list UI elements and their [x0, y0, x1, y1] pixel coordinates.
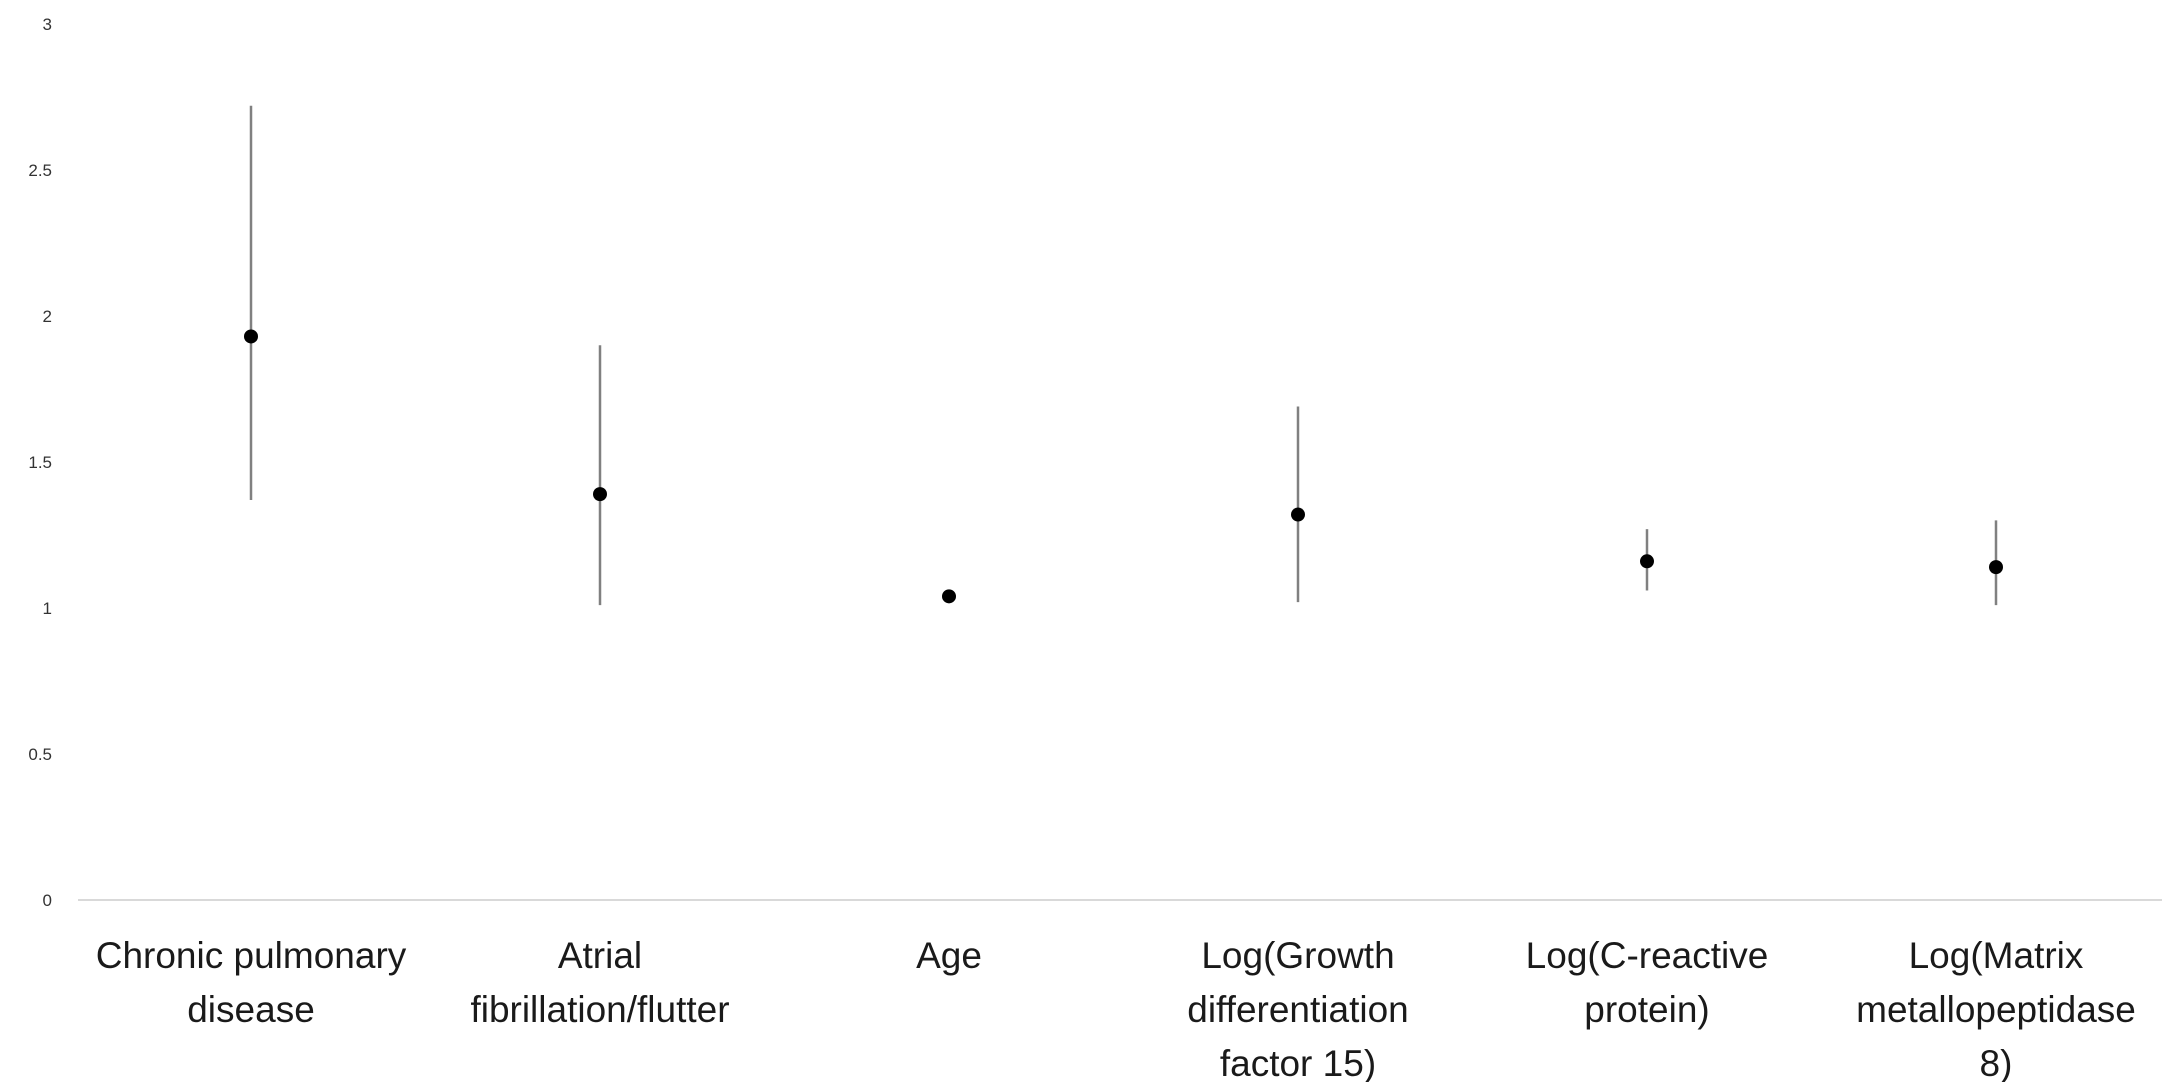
x-category-label: Log(Growth	[1201, 935, 1394, 976]
x-category-label: Log(C-reactive	[1526, 935, 1769, 976]
data-point	[1640, 554, 1654, 569]
data-point	[593, 487, 607, 502]
x-category-label: metallopeptidase	[1856, 989, 2136, 1030]
x-category-label: disease	[187, 989, 315, 1030]
y-tick-label: 0	[43, 891, 52, 910]
y-tick-label: 1.5	[28, 453, 52, 472]
x-category-label: differentiation	[1187, 989, 1408, 1030]
data-point	[1291, 507, 1305, 522]
y-tick-label: 2	[43, 307, 52, 326]
y-tick-label: 0.5	[28, 745, 52, 764]
x-category-label: protein)	[1584, 989, 1709, 1030]
x-category-label: 8)	[1980, 1043, 2013, 1082]
data-point	[244, 329, 258, 344]
y-tick-label: 3	[43, 15, 52, 34]
x-category-label: factor 15)	[1220, 1043, 1376, 1082]
y-tick-label: 2.5	[28, 161, 52, 180]
data-point	[942, 589, 956, 604]
x-category-label: Age	[916, 935, 982, 976]
data-point	[1989, 560, 2003, 575]
x-category-label: Log(Matrix	[1909, 935, 2084, 976]
x-category-label: Chronic pulmonary	[96, 935, 407, 976]
x-category-label: fibrillation/flutter	[470, 989, 729, 1030]
y-tick-label: 1	[43, 599, 52, 618]
x-category-label: Atrial	[558, 935, 642, 976]
